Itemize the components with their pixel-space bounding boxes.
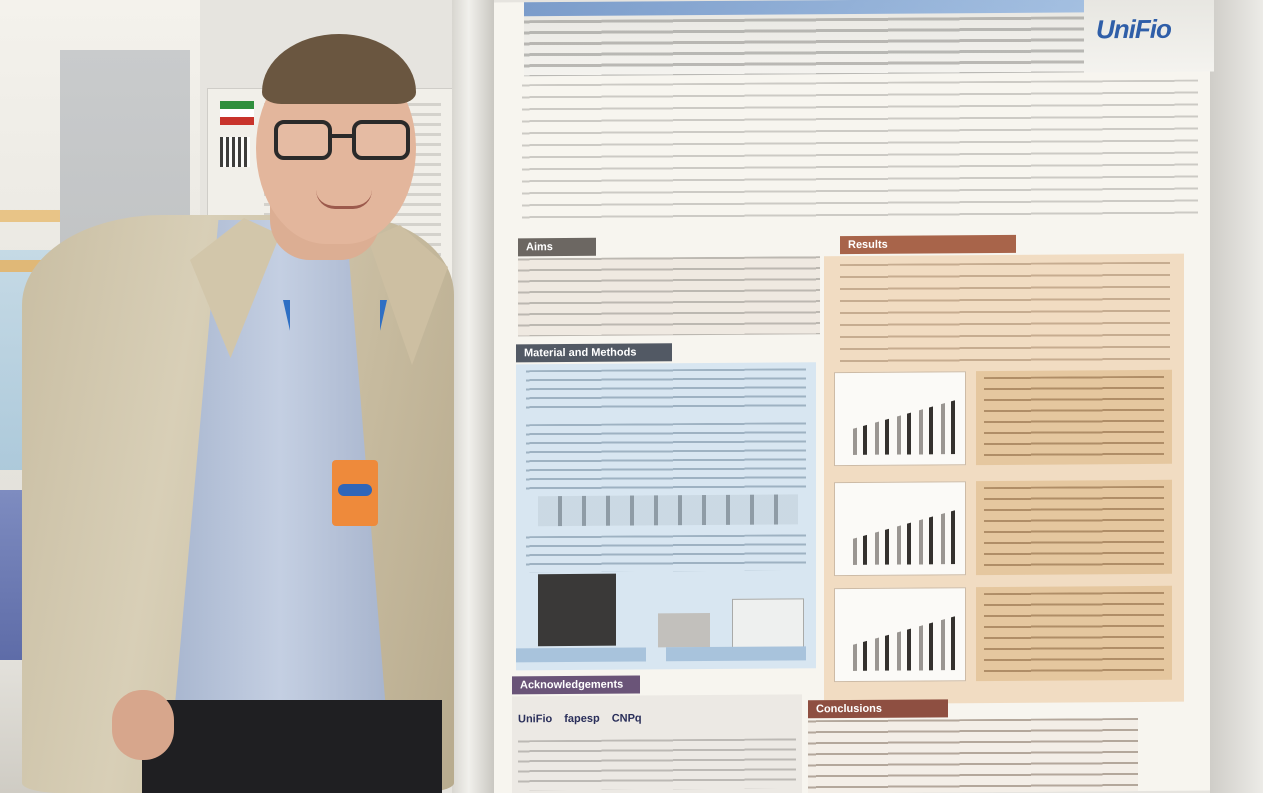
results-figure [834,481,966,577]
conclusions-section [808,718,1138,793]
qr-code [220,137,250,167]
institution-logo: UniFio [1096,13,1171,45]
ceiling-stripe [0,210,60,222]
smile [316,190,372,209]
hair [262,34,416,104]
methods-caption-bar [516,647,646,663]
results-figure [834,371,966,467]
methods-text [526,422,806,495]
trousers [142,700,442,793]
acknowledgement-text [518,738,796,791]
section-aims-label: Aims [518,237,596,257]
section-results-label: Results [840,234,1016,255]
poster-board-frame [452,0,494,793]
methods-text [526,368,806,415]
methods-caption-bar [666,646,806,662]
figure-caption [976,369,1172,466]
scientific-poster: UniFio Aims Results Material and Methods [494,0,1214,793]
glasses-lens [274,120,332,160]
bar-graphic [845,610,955,671]
methods-section [516,362,816,671]
methods-photo [658,612,710,648]
aims-section [518,256,820,337]
presenter [0,0,470,793]
sponsor-logo: fapesp [564,712,600,726]
poster-title [524,0,1084,17]
sponsor-logo: CNPq [611,712,642,725]
flag-graphic [220,101,254,125]
caption-lines [984,375,1164,460]
sponsor-logo: UniFio [518,713,553,726]
glasses-bridge [330,134,354,138]
caption-lines [984,485,1164,570]
name-badge [332,460,378,526]
bar-graphic [845,394,955,455]
section-methods-label: Material and Methods [516,343,672,363]
methods-text [526,534,806,573]
poster-board-frame-right [1210,0,1263,793]
bar-graphic [845,504,955,565]
poster-authors [524,16,1084,77]
section-acknowledgements-label: Acknowledgements [512,675,640,695]
caption-lines [984,591,1164,676]
hand [112,690,174,760]
glasses-lens [352,120,410,160]
results-text [840,261,1170,365]
figure-caption [976,585,1172,682]
results-section [824,253,1184,705]
poster-introduction [522,79,1198,225]
section-conclusions-label: Conclusions [808,699,948,719]
results-figure [834,587,966,683]
sponsor-logos: UniFio fapesp CNPq [518,702,796,734]
glasses-icon [274,120,412,164]
gel-image [538,494,798,527]
methods-photo [732,598,804,649]
acknowledgements-section: UniFio fapesp CNPq [512,694,802,793]
methods-photo [538,573,616,647]
figure-caption [976,479,1172,576]
